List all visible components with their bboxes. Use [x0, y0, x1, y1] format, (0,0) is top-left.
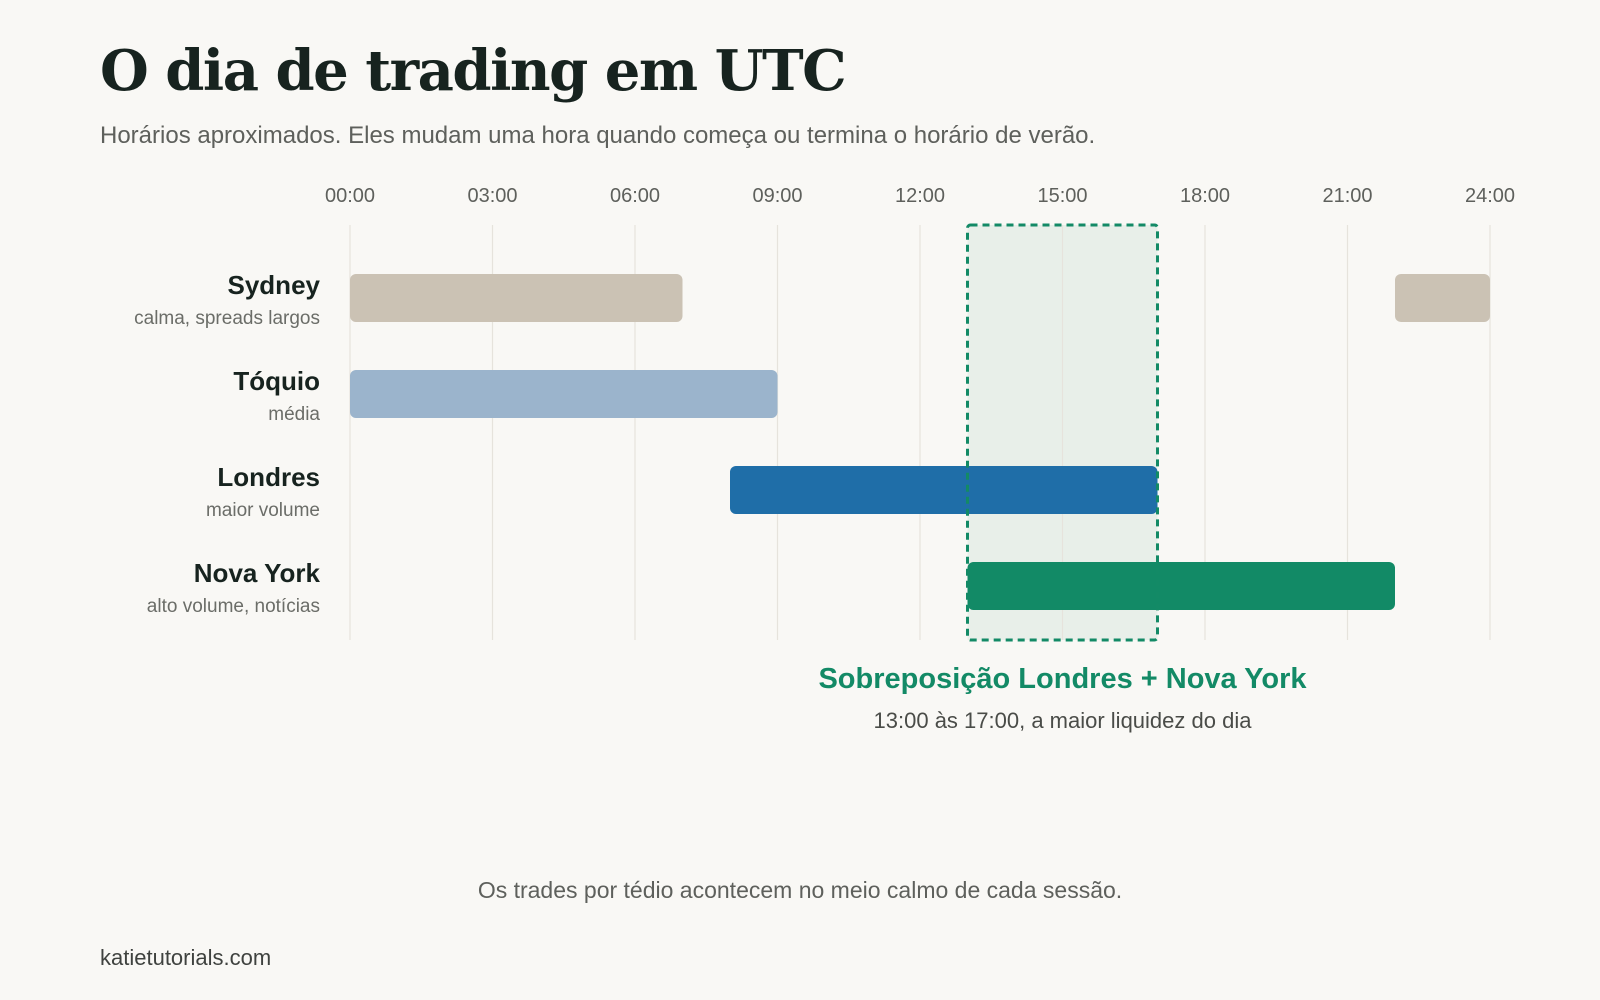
x-tick-label: 24:00 [1465, 185, 1515, 207]
session-name: Tóquio [233, 366, 320, 396]
session-name: Londres [217, 462, 320, 492]
footnote: Os trades por tédio acontecem no meio ca… [477, 877, 1123, 903]
session-name: Sydney [228, 270, 321, 300]
x-tick-label: 21:00 [1322, 185, 1372, 207]
x-tick-label: 15:00 [1037, 185, 1087, 207]
session-bar [730, 466, 1158, 514]
session-note: calma, spreads largos [134, 308, 320, 329]
overlap-label: Sobreposição Londres + Nova York [818, 663, 1307, 695]
x-tick-label: 09:00 [752, 185, 802, 207]
x-tick-label: 06:00 [610, 185, 660, 207]
session-bar [350, 370, 778, 418]
session-bar [350, 274, 683, 322]
x-tick-label: 12:00 [895, 185, 945, 207]
site-credit: katietutorials.com [100, 945, 272, 970]
session-note: média [268, 404, 320, 425]
session-name: Nova York [194, 558, 321, 588]
session-timeline-chart: 00:00 03:00 06:00 09:00 12:00 15:00 18:00 21:00… [134, 185, 1515, 733]
x-tick-label: 18:00 [1180, 185, 1230, 207]
x-tick-label: 00:00 [325, 185, 375, 207]
page-subtitle: Horários aproximados. Eles mudam uma hor… [100, 122, 1096, 149]
session-note: alto volume, notícias [147, 596, 320, 617]
overlap-sublabel: 13:00 às 17:00, a maior liquidez do dia [874, 708, 1253, 733]
session-bar [1395, 274, 1490, 322]
session-bar [967, 562, 1395, 610]
x-tick-label: 03:00 [467, 185, 517, 207]
page-title: O dia de trading em UTC [100, 38, 847, 104]
session-note: maior volume [206, 500, 320, 521]
